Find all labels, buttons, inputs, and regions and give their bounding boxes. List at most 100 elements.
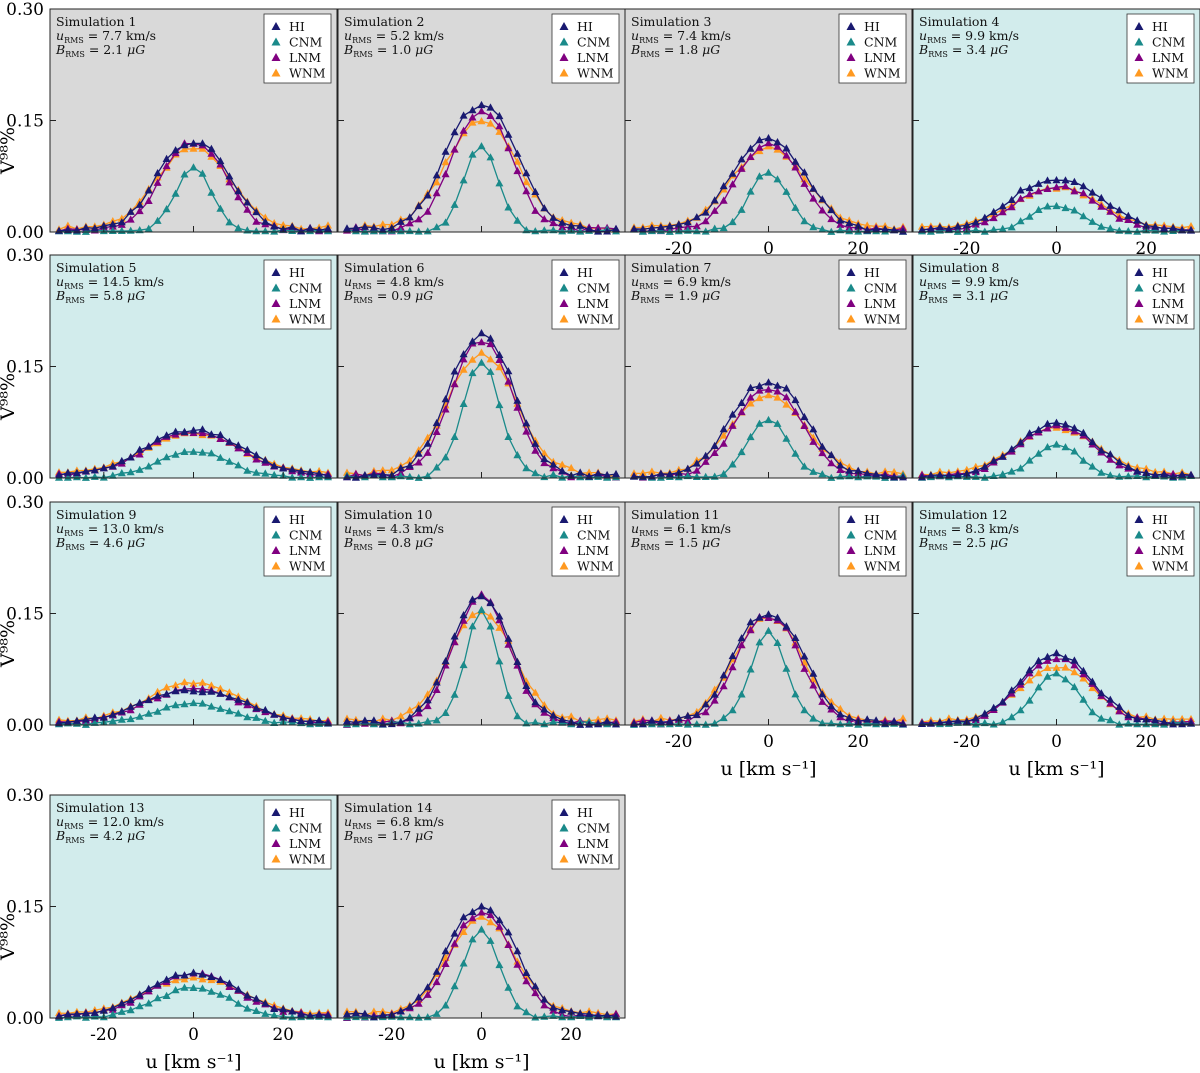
b-symbol: B	[918, 535, 928, 550]
data-point-hi	[701, 700, 710, 708]
data-point-hi	[486, 334, 495, 342]
data-point-hi	[710, 441, 719, 449]
data-point-hi	[261, 217, 270, 225]
data-point-hi	[854, 466, 863, 474]
data-point-hi	[594, 1012, 603, 1020]
u-subscript: RMS	[64, 529, 84, 538]
data-point-hi	[378, 720, 387, 728]
legend-marker-wnm	[846, 68, 856, 77]
data-point-cnm	[746, 432, 755, 441]
data-point-lnm	[692, 222, 701, 230]
data-point-hi	[216, 975, 225, 983]
data-point-cnm	[998, 718, 1007, 726]
data-point-wnm	[531, 688, 540, 696]
data-point-cnm	[1079, 456, 1088, 464]
data-point-cnm	[764, 626, 773, 634]
data-point-lnm	[531, 206, 540, 214]
data-point-wnm	[477, 117, 486, 125]
u-rms-value: = 9.9	[947, 28, 989, 43]
data-point-hi	[450, 929, 459, 937]
data-point-cnm	[108, 717, 117, 725]
u-symbol: u	[56, 28, 64, 43]
legend-marker-hi	[1134, 515, 1144, 523]
b-rms-label: BRMS = 1.8 μG	[630, 42, 720, 59]
u-rms-unit: km/s	[414, 28, 444, 43]
data-point-hi	[405, 713, 414, 721]
data-point-hi	[423, 191, 432, 199]
data-point-cnm	[513, 451, 522, 459]
data-point-hi	[207, 144, 216, 152]
data-point-cnm	[63, 473, 72, 481]
data-point-hi	[836, 461, 845, 469]
data-point-wnm	[405, 456, 414, 464]
data-point-hi	[782, 622, 791, 630]
data-point-lnm	[737, 641, 746, 649]
data-point-lnm	[683, 222, 692, 230]
legend-marker-cnm	[1134, 530, 1144, 539]
data-point-hi	[1151, 716, 1160, 724]
u-subscript: RMS	[639, 282, 659, 291]
data-point-hi	[90, 224, 99, 232]
x-tick-label: 0	[763, 239, 774, 259]
data-point-lnm	[207, 149, 216, 157]
u-symbol: u	[631, 521, 639, 536]
data-point-cnm	[450, 200, 459, 208]
data-point-hi	[962, 221, 971, 229]
data-point-hi	[1142, 715, 1151, 723]
legend-label-lnm: LNM	[577, 50, 609, 65]
data-point-cnm	[477, 925, 486, 933]
data-point-cnm	[1025, 456, 1034, 464]
data-point-wnm	[225, 688, 234, 696]
data-point-hi	[522, 681, 531, 689]
data-point-cnm	[998, 470, 1007, 478]
data-point-hi	[737, 398, 746, 406]
data-point-lnm	[396, 223, 405, 231]
data-point-hi	[343, 224, 351, 232]
data-point-lnm	[423, 990, 432, 998]
data-point-cnm	[1043, 202, 1052, 210]
data-point-cnm	[135, 1002, 144, 1010]
data-point-cnm	[1097, 222, 1106, 230]
u-symbol: u	[631, 28, 639, 43]
x-axis-label: u [km s⁻¹]	[433, 1051, 529, 1073]
data-point-hi	[719, 425, 728, 433]
b-rms-label: BRMS = 4.2 μG	[55, 828, 145, 845]
data-point-lnm	[540, 215, 549, 223]
data-point-hi	[980, 462, 989, 470]
simulation-title: Simulation 14	[344, 800, 432, 815]
b-rms-unit: μG	[127, 42, 145, 57]
legend-marker-cnm	[559, 530, 569, 539]
data-point-lnm	[800, 421, 809, 429]
data-point-hi	[1052, 649, 1061, 657]
data-point-hi	[468, 337, 477, 345]
data-point-cnm	[468, 150, 477, 158]
data-point-hi	[1124, 711, 1133, 719]
data-point-lnm	[432, 977, 441, 986]
data-point-cnm	[1070, 206, 1079, 214]
data-point-lnm	[710, 206, 719, 214]
b-symbol: B	[343, 288, 353, 303]
data-point-hi	[603, 717, 612, 725]
y-tick-label: 0.00	[6, 716, 44, 736]
b-subscript: RMS	[353, 836, 373, 845]
data-point-wnm	[459, 365, 468, 373]
data-point-wnm	[836, 704, 845, 712]
data-point-cnm	[665, 227, 674, 235]
data-point-hi	[809, 425, 818, 433]
y-axis-label: Ṽ⁹⁸%	[0, 127, 19, 175]
u-rms-unit: km/s	[701, 521, 731, 536]
y-axis-label: Ṽ⁹⁸%	[0, 373, 19, 421]
data-point-lnm	[989, 213, 998, 222]
data-point-lnm	[1106, 699, 1115, 707]
data-point-hi	[971, 714, 980, 722]
data-point-hi	[540, 995, 549, 1003]
u-rms-unit: km/s	[126, 28, 156, 43]
b-rms-unit: μG	[702, 288, 720, 303]
data-point-hi	[567, 221, 576, 229]
b-rms-value: = 5.8	[85, 288, 127, 303]
b-subscript: RMS	[353, 296, 373, 305]
data-point-lnm	[153, 178, 162, 186]
data-point-hi	[153, 435, 162, 443]
data-point-lnm	[1106, 207, 1115, 215]
